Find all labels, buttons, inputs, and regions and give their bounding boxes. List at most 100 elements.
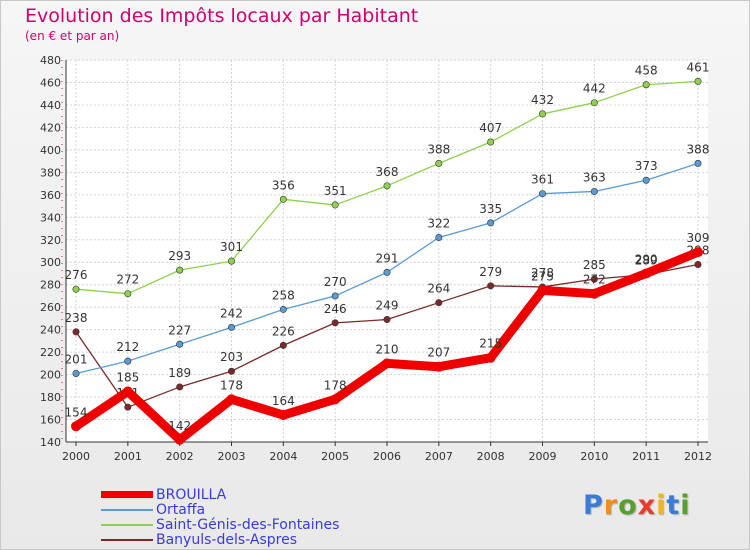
data-point xyxy=(642,176,650,184)
chart-title: Evolution des Impôts locaux par Habitant xyxy=(25,5,419,27)
x-tick-label: 2011 xyxy=(632,450,660,463)
data-label: 458 xyxy=(635,64,658,78)
legend-label-saint-genis: Saint-Génis-des-Fontaines xyxy=(156,516,340,533)
x-tick-label: 2006 xyxy=(373,450,401,463)
data-label: 289 xyxy=(635,254,658,268)
data-label: 279 xyxy=(479,265,502,279)
data-label: 249 xyxy=(376,299,399,313)
data-point xyxy=(382,358,392,369)
legend-item-saint-genis: Saint-Génis-des-Fontaines xyxy=(101,516,340,533)
data-label: 164 xyxy=(272,394,295,408)
data-label: 285 xyxy=(583,258,606,272)
y-tick-label: 280 xyxy=(40,279,61,292)
data-label: 189 xyxy=(168,366,191,380)
data-point xyxy=(383,268,391,276)
data-label: 212 xyxy=(116,340,139,354)
data-point xyxy=(693,247,703,258)
data-label: 270 xyxy=(324,275,347,289)
data-point xyxy=(72,328,80,336)
data-point xyxy=(330,394,341,405)
x-tick-label: 2003 xyxy=(218,450,246,463)
proxiti-logo: Proxiti xyxy=(583,490,691,521)
data-label: 388 xyxy=(687,142,710,156)
data-label: 272 xyxy=(583,273,606,287)
chart-subtitle: (en € et par an) xyxy=(25,29,120,43)
data-label: 432 xyxy=(531,93,554,107)
y-tick-label: 300 xyxy=(40,256,61,269)
data-point xyxy=(383,316,391,324)
x-tick-label: 2002 xyxy=(166,450,194,463)
data-point xyxy=(433,361,444,372)
data-point xyxy=(590,187,598,195)
logo-letter: t xyxy=(666,490,681,521)
data-point xyxy=(124,403,132,411)
y-tick-label: 180 xyxy=(40,391,61,404)
x-tick-label: 2004 xyxy=(269,450,297,463)
y-tick-label: 440 xyxy=(40,99,61,112)
data-label: 373 xyxy=(635,159,658,173)
data-label: 368 xyxy=(376,165,399,179)
y-tick-label: 260 xyxy=(40,301,61,314)
data-label: 226 xyxy=(272,324,295,338)
legend-swatch-saint-genis xyxy=(101,523,153,526)
logo-letter: i xyxy=(656,490,667,521)
logo-letter: x xyxy=(637,490,657,521)
data-point xyxy=(694,77,702,85)
x-tick-label: 2001 xyxy=(114,450,142,463)
data-point xyxy=(487,138,495,146)
data-point xyxy=(228,367,236,375)
y-tick-label: 160 xyxy=(40,414,61,427)
y-tick-label: 340 xyxy=(40,211,61,224)
data-point xyxy=(383,182,391,190)
data-label: 293 xyxy=(168,249,191,263)
data-label: 275 xyxy=(531,269,554,283)
x-tick-label: 2010 xyxy=(580,450,608,463)
data-point xyxy=(331,319,339,327)
data-point xyxy=(487,219,495,227)
data-label: 142 xyxy=(168,419,191,433)
data-label: 309 xyxy=(687,231,710,245)
legend-swatch-brouilla xyxy=(101,491,153,498)
data-point xyxy=(279,341,287,349)
data-point xyxy=(72,369,80,377)
data-label: 351 xyxy=(324,184,347,198)
legend-item-brouilla: BROUILLA xyxy=(101,487,226,503)
data-label: 301 xyxy=(220,240,243,254)
data-point xyxy=(71,421,81,432)
data-label: 442 xyxy=(583,82,606,96)
x-tick-label: 2007 xyxy=(425,450,453,463)
logo-letter: P xyxy=(583,490,604,521)
y-tick-label: 480 xyxy=(40,54,61,67)
data-point xyxy=(176,340,184,348)
data-label: 290 xyxy=(635,252,658,266)
y-tick-label: 240 xyxy=(40,324,61,337)
y-tick-label: 140 xyxy=(40,436,61,449)
data-label: 242 xyxy=(220,306,243,320)
data-label: 210 xyxy=(376,342,399,356)
data-label: 461 xyxy=(687,60,710,74)
data-point xyxy=(589,288,600,299)
data-point xyxy=(122,386,133,397)
data-point xyxy=(485,352,496,363)
data-label: 322 xyxy=(427,217,450,231)
y-tick-label: 420 xyxy=(40,121,61,134)
data-label: 388 xyxy=(427,142,450,156)
x-tick-label: 2009 xyxy=(529,450,557,463)
data-point xyxy=(124,290,132,298)
data-label: 272 xyxy=(116,273,139,287)
legend-label-ortaffa: Ortaffa xyxy=(156,501,206,518)
x-tick-label: 2005 xyxy=(321,450,349,463)
data-point xyxy=(537,285,548,296)
data-point xyxy=(176,266,184,274)
data-label: 258 xyxy=(272,288,295,302)
data-point xyxy=(694,260,702,268)
logo-letter: o xyxy=(618,490,638,521)
data-point xyxy=(590,99,598,107)
x-tick-label: 2008 xyxy=(477,450,505,463)
data-point xyxy=(174,434,185,445)
data-point xyxy=(331,292,339,300)
data-point xyxy=(538,190,546,198)
data-point xyxy=(228,323,236,331)
data-point xyxy=(538,110,546,118)
